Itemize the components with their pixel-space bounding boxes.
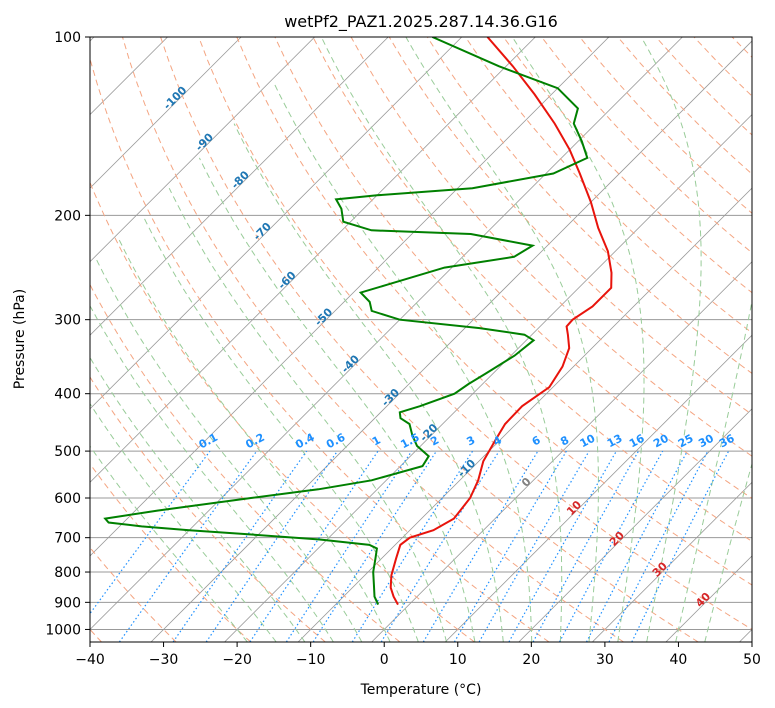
plot-area [90, 37, 752, 642]
isotherm-line [90, 37, 463, 410]
isotherm-line [150, 40, 752, 642]
moist-adiabat-line [94, 256, 363, 642]
x-axis-label: Temperature (°C) [360, 682, 482, 698]
dry-adiabat-line [90, 56, 550, 642]
mixing-ratio-line [312, 450, 437, 642]
dry-adiabat-line [90, 463, 252, 642]
y-tick-label: 200 [54, 208, 81, 224]
isotherm-line [371, 261, 752, 642]
mixing-ratio-label: 36 [717, 432, 737, 451]
dry-adiabat-line [274, 37, 752, 542]
mixing-ratio-line [90, 450, 211, 615]
isotherm-line [90, 37, 315, 263]
isotherm-line [90, 37, 683, 631]
moist-adiabat-line [675, 298, 752, 642]
dewpoint-profile-line [103, 37, 589, 606]
moist-adiabat-line [273, 83, 533, 642]
x-tick-label: 50 [743, 652, 761, 668]
y-tick-label: 1000 [45, 622, 81, 638]
x-tick-label: −10 [296, 652, 326, 668]
mixing-ratio-line [631, 450, 730, 642]
moist-adiabat-line [640, 37, 702, 642]
mixing-ratio-line [249, 450, 379, 642]
x-tick-label: −20 [222, 652, 252, 668]
x-tick-label: 20 [522, 652, 540, 668]
isotherm-line [224, 113, 752, 642]
dry-adiabat-line [198, 37, 752, 630]
isotherm-line [90, 37, 389, 336]
mixing-ratio-lines [90, 450, 730, 642]
isotherm-line [444, 334, 752, 642]
moist-adiabat-line [198, 157, 476, 642]
mixing-ratio-line [118, 450, 258, 642]
moist-adiabat-line [704, 461, 752, 642]
mixing-ratio-label: 25 [676, 432, 696, 451]
mixing-ratio-line [205, 450, 338, 642]
moist-adiabat-line [118, 239, 391, 642]
x-tick-label: 40 [670, 652, 688, 668]
temperature-profile-line [389, 37, 613, 606]
dry-adiabat-line [236, 37, 752, 586]
moist-adiabat-line [90, 402, 277, 642]
y-tick-label: 900 [54, 595, 81, 611]
isotherm-line [592, 481, 752, 642]
skewed-isotherms [90, 37, 752, 642]
moist-adiabats [90, 37, 752, 642]
isotherm-line [90, 37, 610, 557]
x-tick-label: 0 [380, 652, 389, 668]
dry-adiabat-line [160, 37, 699, 642]
moist-adiabat-line [405, 37, 599, 642]
mixing-ratio-line [532, 450, 640, 642]
y-tick-label: 500 [54, 444, 81, 460]
moist-adiabat-line [90, 356, 306, 642]
x-tick-label: 10 [449, 652, 467, 668]
mixing-ratio-line [172, 450, 308, 642]
mixing-ratio-line [285, 450, 413, 642]
chart-title: wetPf2_PAZ1.2025.287.14.36.G16 [284, 12, 558, 32]
dry-adiabat-line [312, 37, 752, 500]
y-tick-label: 800 [54, 565, 81, 581]
x-tick-label: −40 [75, 652, 105, 668]
mixing-ratio-label: 30 [696, 432, 716, 451]
isotherm-line [90, 37, 536, 483]
y-tick-label: 100 [54, 30, 81, 46]
y-axis-ticks: 100 200 300 400 500 600 700 800 900 1000 [45, 30, 90, 638]
y-axis-label: Pressure (hPa) [12, 289, 28, 389]
moist-adiabat-line [90, 445, 248, 642]
moist-adiabat-line [90, 304, 334, 642]
y-tick-label: 300 [54, 313, 81, 329]
dry-adiabat-line [90, 376, 326, 642]
x-tick-label: −30 [149, 652, 179, 668]
moist-adiabat-line [320, 37, 563, 642]
isotherm-line [90, 37, 242, 189]
moist-adiabat-line [168, 187, 448, 642]
mixing-ratio-label: 13 [605, 432, 625, 451]
plot-frame [89, 36, 753, 643]
x-tick-label: 30 [596, 652, 614, 668]
sounding-profiles [103, 37, 613, 606]
mixing-ratio-labels: 0.1 0.2 0.4 0.6 1 1.5 2 3 4 6 8 10 13 16 20 25 30 36 [197, 431, 737, 452]
mixing-ratio-line [558, 450, 664, 642]
y-tick-label: 400 [54, 387, 81, 403]
x-axis-ticks: −40 −30 −20 −10 0 10 20 30 40 50 [75, 642, 761, 668]
y-tick-label: 700 [54, 531, 81, 547]
mixing-ratio-label: 10 [578, 432, 598, 451]
mixing-ratio-label: 20 [651, 432, 671, 451]
moist-adiabat-line [511, 37, 645, 642]
moist-adiabat-line [142, 215, 419, 642]
isobar-grid [90, 37, 752, 630]
mixing-ratio-line [508, 450, 617, 642]
isotherm-line [518, 408, 752, 642]
y-tick-label: 600 [54, 491, 81, 507]
mixing-ratio-label: 16 [627, 432, 647, 451]
mixing-ratio-line [351, 450, 474, 642]
